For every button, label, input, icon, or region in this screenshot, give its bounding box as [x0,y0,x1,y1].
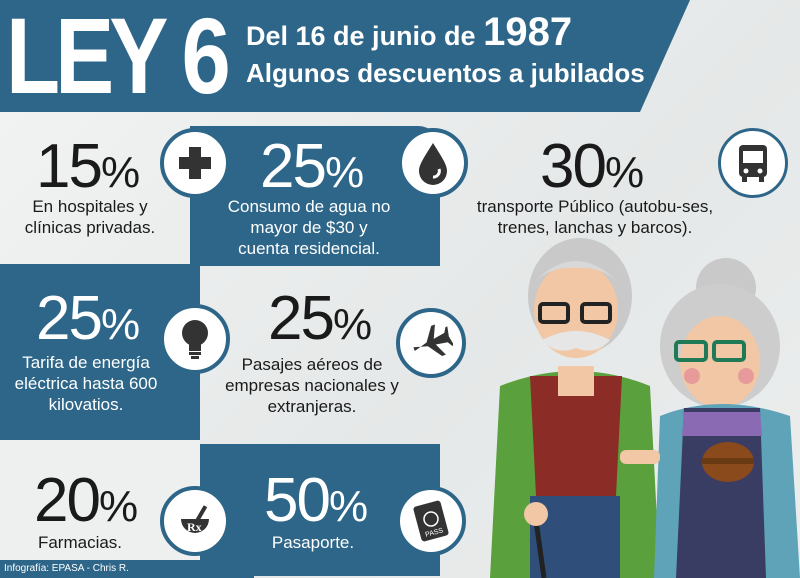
page-title: LEY 6 [6,0,231,116]
pharmacy-rx-icon: Rx [160,486,230,556]
passport-icon: PASS [396,486,466,556]
pct-value: 20 [34,466,101,535]
airplane-icon [396,308,466,378]
discount-transport-desc: transporte Público (autobu-ses, trenes, … [476,197,714,237]
elderly-couple-illustration [490,238,800,578]
pct-value: 25 [36,284,103,353]
pct-symbol: % [324,148,364,197]
pct-symbol: % [328,482,368,531]
discount-hospitals-pct: 15% [36,136,140,204]
light-bulb-icon [160,304,230,374]
discount-energy-desc: Tarifa de energía eléctrica hasta 600 ki… [14,353,158,414]
pct-symbol: % [98,482,138,531]
credit-line: Infografía: EPASA - Chris R. [0,560,254,578]
pct-symbol: % [332,300,372,349]
discount-flights-pct: 25% [268,288,372,356]
pct-value: 25 [260,132,327,201]
medical-cross-icon [160,128,230,198]
bus-icon [718,128,788,198]
header-subtitle: Algunos descuentos a jubilados [246,58,645,88]
date-year: 1987 [483,10,573,54]
header-banner [0,0,690,112]
discount-transport-pct: 30% [540,136,644,204]
pct-symbol: % [604,148,644,197]
panel-water [190,126,440,266]
discount-hospitals-desc: En hospitales y clínicas privadas. [24,197,156,237]
discount-water-pct: 25% [260,136,364,204]
pct-symbol: % [100,148,140,197]
discount-energy-pct: 25% [36,288,140,356]
discount-pharmacy-pct: 20% [34,470,138,538]
svg-text:PASS: PASS [425,527,445,539]
discount-passport-pct: 50% [264,470,368,538]
date-prefix: Del 16 de junio de [246,21,476,51]
pct-value: 15 [36,132,103,201]
svg-text:Rx: Rx [187,520,202,534]
pct-value: 50 [264,466,331,535]
pct-value: 25 [268,284,335,353]
water-drop-icon [398,128,468,198]
discount-flights-desc: Pasajes aéreos de empresas nacionales y … [225,355,399,416]
pct-symbol: % [100,300,140,349]
discount-pharmacy-desc: Farmacias. [37,533,123,552]
header-date: Del 16 de junio de 1987 [246,10,572,55]
pct-value: 30 [540,132,607,201]
discount-water-desc: Consumo de agua no mayor de $30 y cuenta… [227,197,391,258]
discount-passport-desc: Pasaporte. [271,533,355,552]
